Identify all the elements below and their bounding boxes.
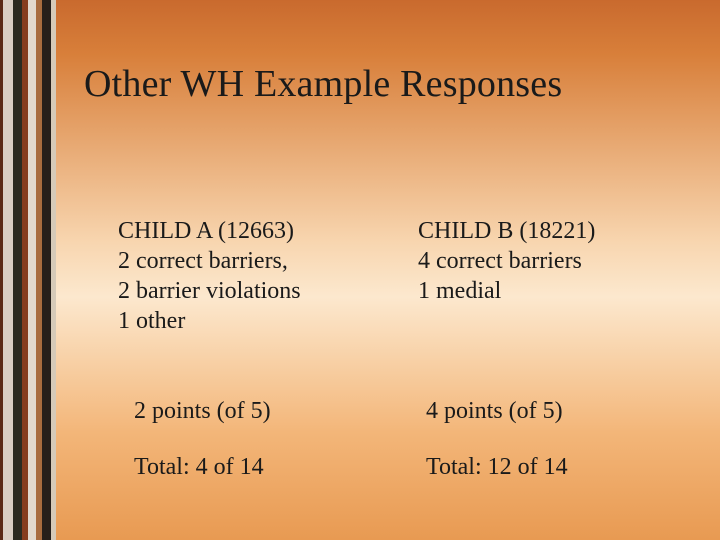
strip-band (13, 0, 22, 540)
strip-band (3, 0, 13, 540)
column-line: 1 medial (418, 276, 680, 306)
column-heading: CHILD A (12663) (118, 216, 380, 246)
slide: Other WH Example Responses CHILD A (1266… (0, 0, 720, 540)
total-child-a: Total: 4 of 14 (134, 454, 388, 481)
column-heading: CHILD B (18221) (418, 216, 680, 246)
column-line: 4 correct barriers (418, 246, 680, 276)
points-child-a: 2 points (of 5) (134, 398, 388, 425)
totals-row: Total: 4 of 14 Total: 12 of 14 (134, 454, 680, 481)
total-child-b: Total: 12 of 14 (426, 454, 680, 481)
column-child-b: CHILD B (18221) 4 correct barriers 1 med… (418, 216, 680, 336)
column-child-a: CHILD A (12663) 2 correct barriers, 2 ba… (118, 216, 380, 336)
decorative-left-strip (0, 0, 56, 540)
points-child-b: 4 points (of 5) (426, 398, 680, 425)
strip-band (28, 0, 36, 540)
slide-title: Other WH Example Responses (84, 62, 690, 106)
strip-band (51, 0, 56, 540)
column-line: 2 correct barriers, (118, 246, 380, 276)
content-columns: CHILD A (12663) 2 correct barriers, 2 ba… (118, 216, 680, 336)
points-row: 2 points (of 5) 4 points (of 5) (134, 398, 680, 425)
column-line: 1 other (118, 306, 380, 336)
column-line: 2 barrier violations (118, 276, 380, 306)
strip-band (42, 0, 51, 540)
